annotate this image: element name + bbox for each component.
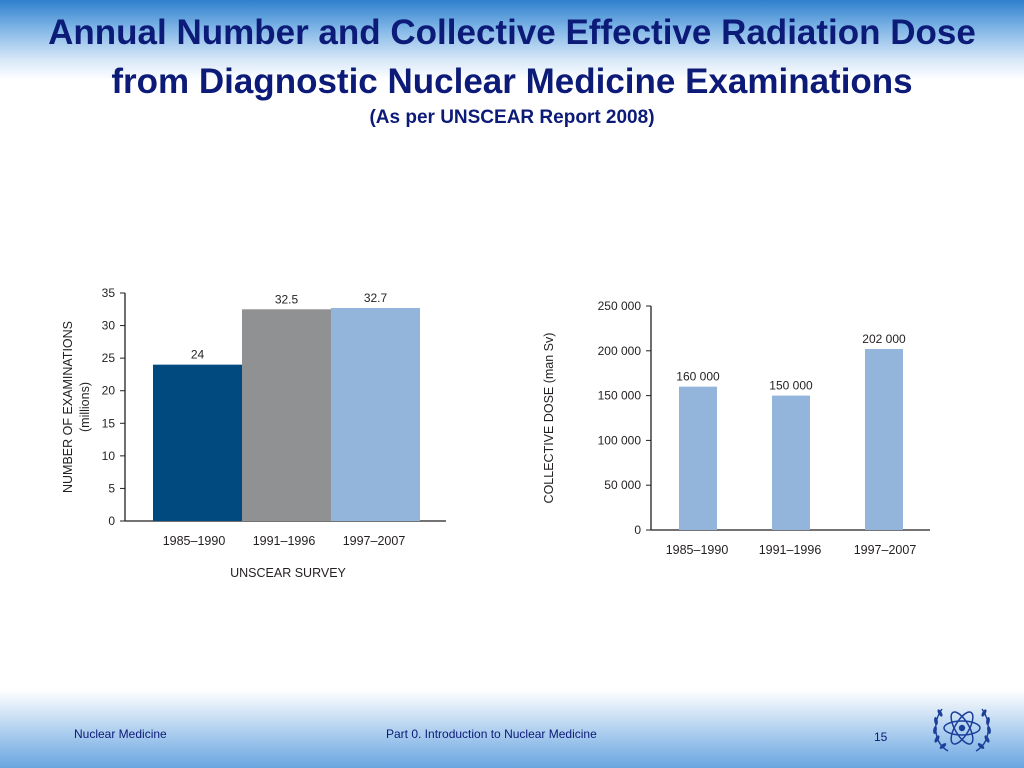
data-label: 24 — [191, 348, 205, 362]
data-label: 202 000 — [862, 332, 906, 346]
x-tick-label: 1991–1996 — [253, 534, 316, 548]
x-tick-label: 1997–2007 — [343, 534, 406, 548]
footer-part-label: Part 0. Introduction to Nuclear Medicine — [386, 727, 597, 741]
footer-band — [0, 690, 1024, 768]
y-axis-title: COLLECTIVE DOSE (man Sv) — [542, 333, 556, 504]
y-tick-label: 50 000 — [604, 478, 641, 492]
bar — [153, 364, 242, 521]
data-label: 150 000 — [769, 379, 813, 393]
footer-course-label: Nuclear Medicine — [74, 727, 167, 741]
y-tick-label: 100 000 — [598, 433, 642, 447]
y-axis-title: NUMBER OF EXAMINATIONS — [61, 321, 75, 493]
page-subtitle: (As per UNSCEAR Report 2008) — [369, 107, 655, 128]
y-tick-label: 25 — [102, 351, 116, 365]
y-tick-label: 30 — [102, 319, 116, 333]
y-tick-label: 5 — [108, 481, 115, 495]
x-tick-label: 1997–2007 — [854, 543, 917, 557]
un-atom-emblem-icon — [933, 708, 991, 752]
y-tick-label: 20 — [102, 384, 116, 398]
y-axis-unit: (millions) — [78, 382, 92, 432]
y-tick-label: 0 — [108, 514, 115, 528]
x-axis-title: UNSCEAR SURVEY — [230, 566, 346, 580]
x-tick-label: 1985–1990 — [666, 543, 729, 557]
y-tick-label: 35 — [102, 286, 116, 300]
x-tick-label: 1991–1996 — [759, 543, 822, 557]
bar — [331, 307, 420, 521]
title-block: Annual Number and Collective Effective R… — [20, 8, 1004, 130]
data-label: 32.7 — [364, 291, 388, 305]
data-label: 32.5 — [275, 292, 299, 306]
y-tick-label: 15 — [102, 416, 116, 430]
x-tick-label: 1985–1990 — [163, 534, 226, 548]
y-tick-label: 150 000 — [598, 389, 642, 403]
bar — [679, 386, 717, 530]
bar — [772, 395, 810, 530]
y-tick-label: 0 — [634, 523, 641, 537]
data-label: 160 000 — [676, 370, 720, 384]
header-band — [0, 0, 1024, 80]
y-tick-label: 10 — [102, 449, 116, 463]
bar — [865, 349, 903, 530]
footer-page-number: 15 — [874, 730, 888, 744]
page-title: Annual Number and Collective Effective R… — [48, 13, 976, 101]
y-tick-label: 200 000 — [598, 344, 642, 358]
y-tick-label: 250 000 — [598, 299, 642, 313]
bar — [242, 309, 331, 521]
